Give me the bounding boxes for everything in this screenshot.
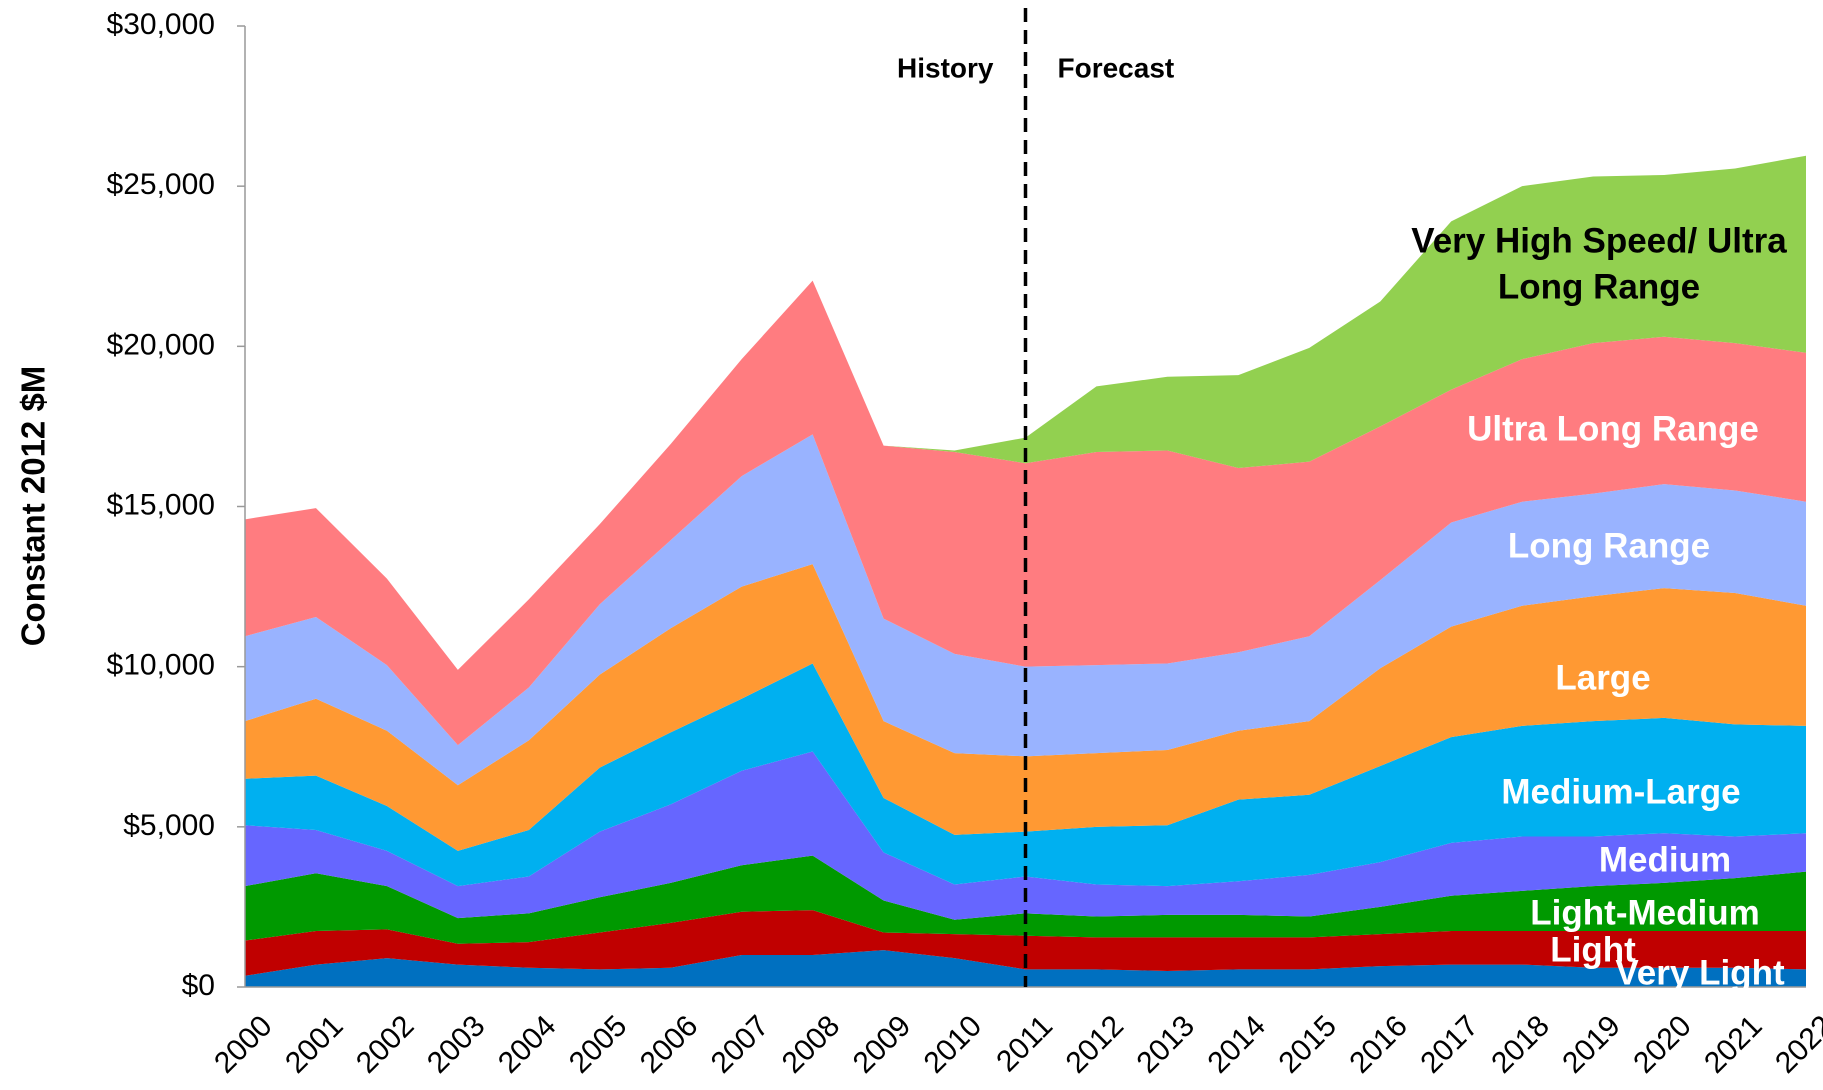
- x-tick-label: 2020: [1627, 1009, 1698, 1080]
- x-tick-label: 2014: [1201, 1009, 1272, 1080]
- area: [245, 155, 1806, 670]
- area: [245, 950, 1806, 987]
- y-tick-label: $0: [182, 969, 215, 1002]
- x-tick-label: 2006: [634, 1009, 705, 1080]
- legend-label: Large: [1555, 658, 1651, 698]
- x-tick-label: 2007: [705, 1009, 776, 1080]
- x-tick-label: 2003: [421, 1009, 492, 1080]
- x-tick-label: 2010: [918, 1009, 989, 1080]
- x-tick-label: 2005: [563, 1009, 634, 1080]
- y-tick-label: $20,000: [107, 328, 215, 361]
- x-tick-label: 2012: [1060, 1009, 1131, 1080]
- annotation: Forecast: [1058, 52, 1175, 83]
- area: [245, 663, 1806, 887]
- legend-label: Light-Medium: [1530, 893, 1760, 933]
- x-tick-label: 2011: [990, 1009, 1059, 1078]
- x-tick-label: 2000: [208, 1009, 279, 1080]
- x-tick-label: 2017: [1414, 1009, 1485, 1080]
- x-tick-label: 2001: [279, 1009, 350, 1080]
- x-tick-label: 2016: [1343, 1009, 1414, 1080]
- area: [245, 564, 1806, 851]
- legend-label: Light: [1550, 930, 1636, 970]
- legend-label: Ultra Long Range: [1467, 409, 1759, 449]
- x-tick-label: 2004: [492, 1009, 563, 1080]
- y-tick-label: $25,000: [107, 168, 215, 201]
- y-tick-label: $5,000: [123, 809, 215, 842]
- x-tick-label: 2022: [1769, 1009, 1823, 1080]
- x-tick-label: 2009: [847, 1009, 918, 1080]
- legend-label: Very High Speed/ Ultra Long Range: [1411, 221, 1787, 307]
- y-axis-label: Constant 2012 $M: [15, 366, 52, 647]
- annotation: History: [897, 52, 994, 83]
- y-tick-label: $15,000: [107, 488, 215, 521]
- legend-label: Long Range: [1507, 526, 1711, 566]
- area: [245, 280, 1806, 746]
- legend-label: Medium: [1598, 840, 1732, 880]
- x-tick-label: 2021: [1698, 1009, 1769, 1080]
- x-tick-label: 2013: [1131, 1009, 1202, 1080]
- area: [245, 751, 1806, 920]
- x-tick-label: 2002: [350, 1009, 421, 1080]
- legend-label: Medium-Large: [1501, 772, 1741, 812]
- legend-label: Very Light: [1615, 953, 1785, 993]
- y-tick-label: $30,000: [107, 8, 215, 41]
- area: [245, 855, 1806, 944]
- x-tick-label: 2008: [776, 1009, 847, 1080]
- x-tick-label: 2019: [1556, 1009, 1627, 1080]
- x-tick-label: 2015: [1272, 1009, 1343, 1080]
- y-tick-label: $10,000: [107, 649, 215, 682]
- x-tick-label: 2018: [1485, 1009, 1556, 1080]
